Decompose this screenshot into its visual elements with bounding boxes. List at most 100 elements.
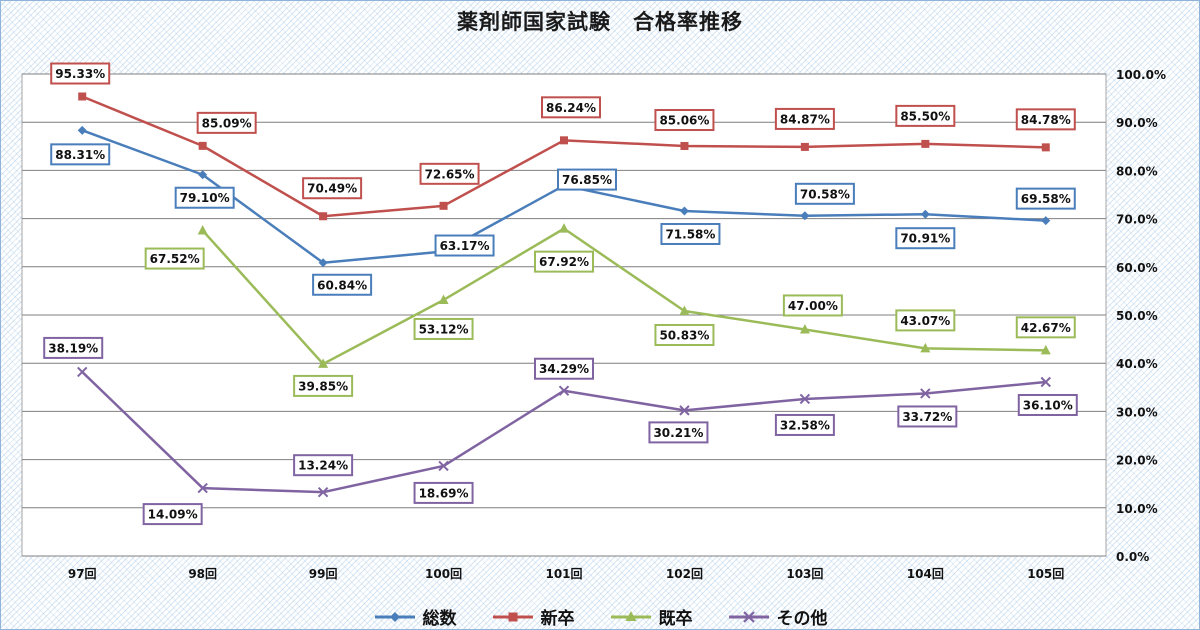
data-label-box bbox=[654, 323, 715, 346]
data-label-box bbox=[782, 294, 843, 317]
data-point bbox=[198, 141, 207, 150]
data-label-box bbox=[413, 481, 474, 504]
data-point bbox=[438, 460, 449, 472]
data-label: 67.92% bbox=[539, 255, 589, 269]
data-label-box bbox=[654, 109, 715, 132]
data-label: 36.10% bbox=[1023, 398, 1073, 412]
y-tick-label: 80.0% bbox=[1116, 164, 1158, 178]
data-point bbox=[318, 258, 328, 268]
y-tick-label: 10.0% bbox=[1116, 502, 1158, 516]
data-label-box bbox=[897, 405, 958, 428]
x-tick-label: 101回 bbox=[545, 567, 582, 581]
y-tick-label: 30.0% bbox=[1116, 405, 1158, 419]
data-point bbox=[920, 209, 930, 219]
data-label: 72.65% bbox=[425, 167, 475, 181]
legend-swatch bbox=[728, 610, 769, 623]
y-tick-label: 0.0% bbox=[1116, 550, 1149, 564]
legend-item: 総数 bbox=[373, 604, 457, 629]
y-tick-label: 20.0% bbox=[1116, 454, 1158, 468]
data-label: 53.12% bbox=[419, 322, 469, 336]
data-label: 85.50% bbox=[900, 109, 950, 123]
data-label-box bbox=[895, 104, 956, 127]
data-label: 34.29% bbox=[539, 362, 589, 376]
data-point bbox=[558, 385, 570, 396]
data-label-box bbox=[293, 374, 354, 397]
data-label: 14.09% bbox=[148, 508, 198, 522]
data-label: 32.58% bbox=[780, 418, 830, 432]
data-label-box bbox=[534, 250, 594, 273]
legend-item: その他 bbox=[727, 604, 828, 629]
legend-label: 総数 bbox=[422, 609, 457, 629]
data-label-box bbox=[794, 182, 855, 205]
x-tick-label: 104回 bbox=[907, 567, 944, 581]
data-point bbox=[439, 201, 448, 210]
data-label-box bbox=[312, 273, 373, 296]
x-tick-label: 102回 bbox=[666, 567, 703, 581]
data-label: 63.17% bbox=[440, 239, 490, 253]
data-point bbox=[318, 358, 329, 368]
data-point bbox=[1041, 143, 1050, 152]
data-label: 13.24% bbox=[298, 459, 348, 473]
data-point bbox=[197, 225, 208, 235]
y-tick-label: 60.0% bbox=[1116, 261, 1158, 275]
data-label: 18.69% bbox=[419, 486, 469, 500]
data-label-box bbox=[50, 62, 111, 85]
data-label: 50.83% bbox=[659, 328, 709, 342]
data-label-box bbox=[660, 222, 721, 245]
data-point bbox=[800, 142, 809, 151]
data-point bbox=[319, 212, 328, 221]
data-point bbox=[921, 139, 930, 148]
data-label-box bbox=[413, 317, 474, 340]
data-label: 67.52% bbox=[150, 252, 200, 266]
data-point bbox=[799, 323, 810, 334]
data-label: 84.78% bbox=[1021, 113, 1071, 127]
data-point bbox=[77, 125, 87, 135]
series-line bbox=[201, 227, 1046, 366]
data-label-box bbox=[895, 309, 956, 332]
data-label: 85.09% bbox=[202, 116, 252, 130]
data-label: 76.85% bbox=[562, 173, 612, 187]
data-point bbox=[800, 211, 810, 221]
data-point bbox=[438, 294, 449, 304]
data-point bbox=[77, 366, 88, 378]
data-label: 84.87% bbox=[780, 112, 830, 126]
x-tick-label: 99回 bbox=[309, 567, 338, 581]
data-label-box bbox=[43, 336, 104, 359]
data-label: 71.58% bbox=[665, 227, 715, 241]
legend-swatch bbox=[374, 611, 415, 622]
x-tick-label: 103回 bbox=[786, 567, 823, 581]
data-point bbox=[78, 92, 87, 101]
data-point bbox=[1040, 344, 1051, 355]
data-label-box bbox=[1017, 393, 1078, 416]
data-point bbox=[920, 388, 931, 399]
data-point bbox=[920, 342, 931, 353]
data-label: 86.24% bbox=[546, 101, 596, 115]
legend-item: 既卒 bbox=[609, 604, 693, 629]
data-label: 33.72% bbox=[902, 410, 952, 424]
data-label-box bbox=[557, 168, 617, 191]
data-label: 85.06% bbox=[659, 114, 709, 128]
data-label-box bbox=[50, 143, 111, 166]
data-label-box bbox=[541, 96, 601, 119]
data-point bbox=[197, 482, 208, 494]
x-tick-label: 98回 bbox=[188, 567, 217, 581]
data-label: 70.58% bbox=[800, 187, 850, 201]
data-label-box bbox=[895, 227, 956, 250]
x-tick-label: 100回 bbox=[425, 567, 462, 581]
data-label: 43.07% bbox=[900, 314, 950, 328]
data-point bbox=[559, 223, 569, 233]
legend-item: 新卒 bbox=[491, 604, 575, 629]
data-label-box bbox=[534, 357, 594, 380]
data-label-box bbox=[774, 413, 835, 436]
data-point bbox=[1041, 216, 1051, 226]
data-label: 47.00% bbox=[788, 299, 838, 313]
data-label-box bbox=[144, 247, 205, 270]
data-label-box bbox=[1015, 108, 1076, 131]
y-tick-label: 90.0% bbox=[1116, 116, 1158, 130]
data-point bbox=[560, 136, 568, 145]
data-point bbox=[317, 486, 329, 498]
data-point bbox=[680, 142, 689, 151]
legend-label: 既卒 bbox=[658, 609, 693, 629]
y-tick-label: 100.0% bbox=[1116, 68, 1166, 82]
